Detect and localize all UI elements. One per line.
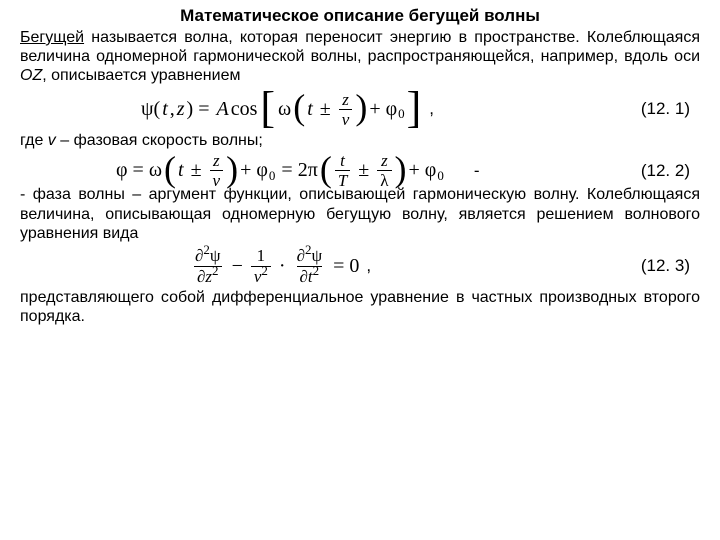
eq2-number: (12. 2) <box>641 161 700 181</box>
paragraph-4: представляющего собой дифференциальное у… <box>20 288 700 326</box>
paragraph-3: - фаза волны – аргумент функции, описыва… <box>20 185 700 243</box>
p2-c: – фазовая скорость волны; <box>56 132 263 149</box>
equation-12-1: ψ(t, z) = Acos [ ω ( t ± zv ) + φ0 ] <box>140 90 423 130</box>
term-running: Бегущей <box>20 29 84 46</box>
p1-text-d: , описывается уравнением <box>42 67 240 84</box>
eq1-comma: , <box>423 99 440 119</box>
page-title: Математическое описание бегущей волны <box>20 6 700 26</box>
eq3-comma: , <box>360 256 377 276</box>
eq1-number: (12. 1) <box>641 99 700 119</box>
eq2-dash: - <box>444 161 486 181</box>
equation-12-1-row: ψ(t, z) = Acos [ ω ( t ± zv ) + φ0 ] , (… <box>20 90 700 130</box>
axis-oz: OZ <box>20 67 42 84</box>
equation-12-3: ∂2ψ ∂z2 − 1 v2 · ∂2ψ ∂t2 = 0 <box>190 247 360 286</box>
phase-velocity-symbol: v <box>48 132 56 149</box>
paragraph-1: Бегущей называется волна, которая перено… <box>20 28 700 86</box>
equation-12-3-row: ∂2ψ ∂z2 − 1 v2 · ∂2ψ ∂t2 = 0 , (12. 3) <box>20 247 700 286</box>
p2-a: где <box>20 132 48 149</box>
equation-12-2: φ = ω ( t ± zv ) + φ0 = 2π ( tT ± zλ ) +… <box>115 152 444 189</box>
equation-12-2-row: φ = ω ( t ± zv ) + φ0 = 2π ( tT ± zλ ) +… <box>20 152 700 189</box>
paragraph-2: где v – фазовая скорость волны; <box>20 131 700 150</box>
eq3-number: (12. 3) <box>641 256 700 276</box>
p1-text-b: называется волна, которая переносит энер… <box>20 29 700 65</box>
